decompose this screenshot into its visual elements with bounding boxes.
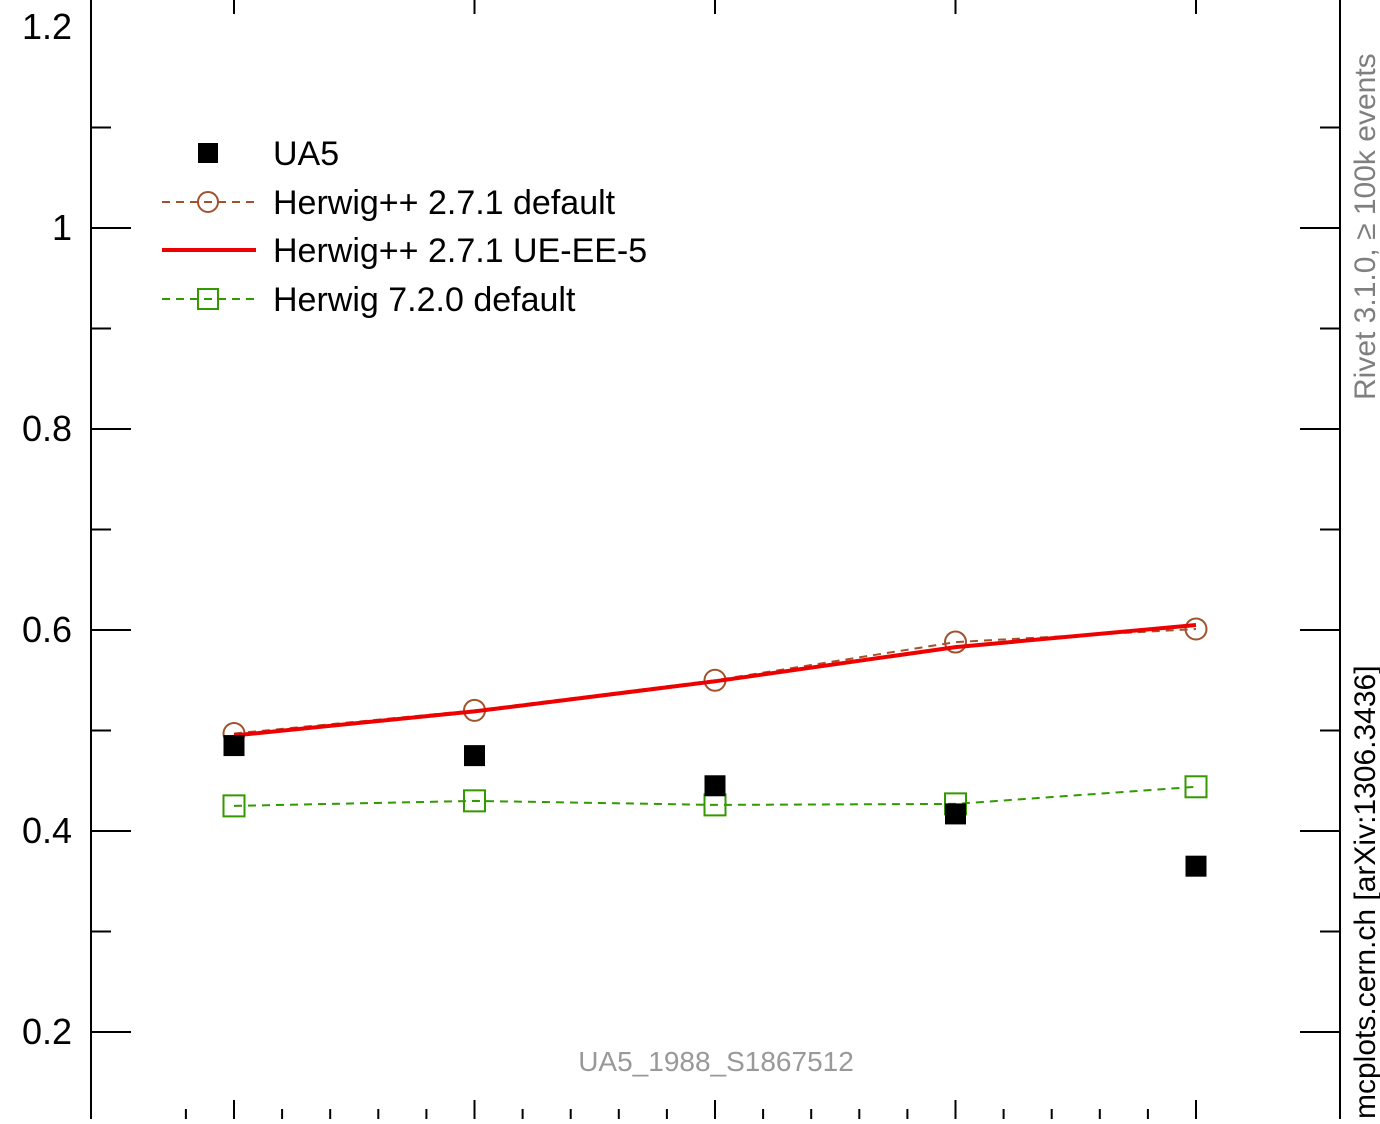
data-point (463, 789, 486, 813)
series-herwig-7-2-0-default (222, 775, 1208, 818)
series-herwig-2-7-1-ue-ee-5 (233, 623, 1197, 738)
mcplots-source-label: mcplots.cern.ch [arXiv:1306.3436] (1349, 665, 1380, 1119)
rivet-version-label: Rivet 3.1.0, ≥ 100k events (1349, 53, 1380, 400)
legend-marker (197, 288, 219, 310)
legend-label: Herwig 7.2.0 default (273, 281, 576, 319)
series-line (233, 785, 1197, 807)
y-tick-label: 0.4 (22, 810, 72, 851)
legend-entry: Herwig++ 2.7.1 default (162, 184, 616, 222)
data-point (464, 745, 485, 767)
data-point (944, 630, 967, 654)
y-tick-label: 1 (52, 207, 72, 248)
data-point (223, 735, 245, 757)
y-tick-label: 1.2 (22, 6, 72, 47)
legend-marker (198, 143, 218, 163)
legend-entry: Herwig++ 2.7.1 UE-EE-5 (162, 232, 647, 270)
series-ua5 (223, 735, 1207, 877)
data-point (945, 803, 966, 825)
legend-marker (197, 191, 219, 213)
legend-entry: UA5 (198, 135, 339, 173)
data-point (704, 775, 726, 797)
legend-label: UA5 (273, 135, 339, 173)
y-tick-label: 0.2 (22, 1011, 72, 1052)
data-point (1184, 775, 1208, 799)
y-tick-label: 0.8 (22, 408, 72, 449)
legend-label: Herwig++ 2.7.1 UE-EE-5 (273, 232, 647, 270)
data-point (1184, 617, 1208, 641)
legend-label: Herwig++ 2.7.1 default (273, 184, 616, 222)
series-line (233, 623, 1197, 738)
analysis-annotation: UA5_1988_S1867512 (578, 1046, 854, 1077)
data-point (222, 794, 246, 818)
y-tick-label: 0.6 (22, 609, 72, 650)
legend-entry: Herwig 7.2.0 default (162, 281, 576, 319)
data-point (1185, 855, 1207, 877)
